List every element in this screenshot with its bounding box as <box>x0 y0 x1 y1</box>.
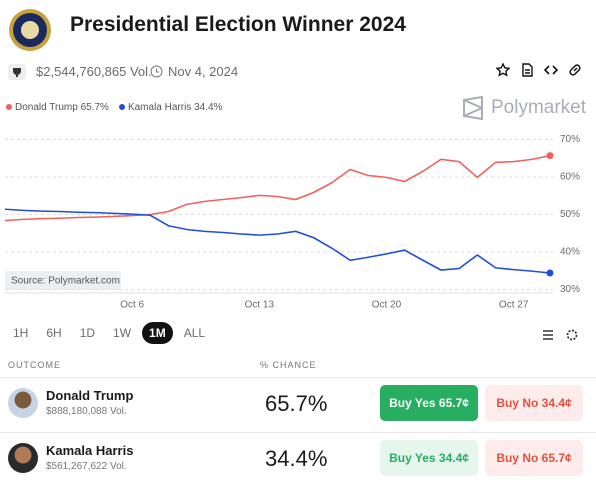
action-icons <box>496 63 582 77</box>
legend-name: Donald Trump <box>15 102 78 113</box>
legend-item: Donald Trump 65.7% <box>6 102 109 113</box>
legend-value: 34.4% <box>194 102 223 113</box>
outcome-header: OUTCOME <box>8 360 61 370</box>
series-line <box>4 154 551 222</box>
y-tick-label: 70% <box>560 134 580 145</box>
buy-no-button[interactable]: Buy No 34.4¢ <box>485 385 583 421</box>
x-tick-label: Oct 6 <box>120 300 144 311</box>
legend-value: 65.7% <box>80 102 109 113</box>
y-tick-label: 40% <box>560 247 580 258</box>
timeframe-button[interactable]: 1D <box>79 326 96 340</box>
legend: Donald Trump 65.7% Kamala Harris 34.4% <box>6 102 222 113</box>
avatar <box>8 443 38 473</box>
timeframe-button[interactable]: 1H <box>13 326 29 340</box>
series-line <box>4 208 551 274</box>
y-tick-label: 50% <box>560 209 580 220</box>
clock-icon <box>150 65 163 78</box>
volume: $2,544,760,865 Vol. <box>36 64 152 79</box>
embed-icon[interactable] <box>544 63 558 77</box>
outcome-volume: $561,267,622 Vol. <box>46 461 127 472</box>
source-box <box>5 271 121 290</box>
brand-logo <box>463 96 483 120</box>
outcome-row: Kamala Harris $561,267,622 Vol. 34.4% Buy Y… <box>0 432 596 485</box>
legend-dot <box>6 104 12 110</box>
end-dot <box>546 269 554 277</box>
x-tick-label: Oct 20 <box>372 300 402 311</box>
brand-name: Polymarket <box>491 97 587 118</box>
legend-item: Kamala Harris 34.4% <box>118 102 223 113</box>
outcome-chance: 65.7% <box>265 391 328 416</box>
timeframe-button[interactable]: ALL <box>183 326 206 340</box>
brand: Polymarket <box>462 96 586 120</box>
seal <box>9 9 51 51</box>
outcome-name: Kamala Harris <box>46 443 134 458</box>
legend-name: Kamala Harris <box>127 102 192 113</box>
y-tick-label: 60% <box>560 172 580 183</box>
legend-dot <box>118 104 125 110</box>
outcome-volume: $888,180,088 Vol. <box>46 406 127 417</box>
x-tick-label: Oct 27 <box>499 300 529 311</box>
y-tick-label: 30% <box>560 284 580 295</box>
timeframe-button[interactable]: 1W <box>113 326 132 340</box>
buy-yes-button[interactable]: Buy Yes 34.4¢ <box>380 440 478 476</box>
outcome-row: Donald Trump $888,180,088 Vol. 65.7% Buy Ye… <box>0 377 596 430</box>
source: Source: Polymarket.com <box>11 276 120 287</box>
end-dot <box>546 152 554 160</box>
star-icon[interactable] <box>496 63 510 77</box>
buy-yes-button[interactable]: Buy Yes 65.7¢ <box>380 385 478 421</box>
end-date: Nov 4, 2024 <box>168 64 239 79</box>
buy-no-button[interactable]: Buy No 65.7¢ <box>485 440 583 476</box>
outcome-name: Donald Trump <box>46 388 134 403</box>
chance-header: % CHANCE <box>260 360 317 370</box>
timeframe-button[interactable]: 1M <box>142 322 173 344</box>
x-tick-label: Oct 13 <box>245 300 275 311</box>
outcome-chance: 34.4% <box>265 446 328 471</box>
doc-icon[interactable] <box>520 63 534 77</box>
trophy-icon <box>8 64 26 80</box>
settings-icons[interactable] <box>541 328 581 342</box>
chart: Source: Polymarket.com 30% 40% 50% 60% 70% Oc… <box>4 134 580 311</box>
avatar <box>8 388 38 418</box>
link-icon[interactable] <box>568 63 582 77</box>
title: Presidential Election Winner 2024 <box>70 13 406 36</box>
timeframes: 1H 6H 1D 1W 1M ALL <box>6 322 212 344</box>
timeframe-button[interactable]: 6H <box>46 326 62 340</box>
